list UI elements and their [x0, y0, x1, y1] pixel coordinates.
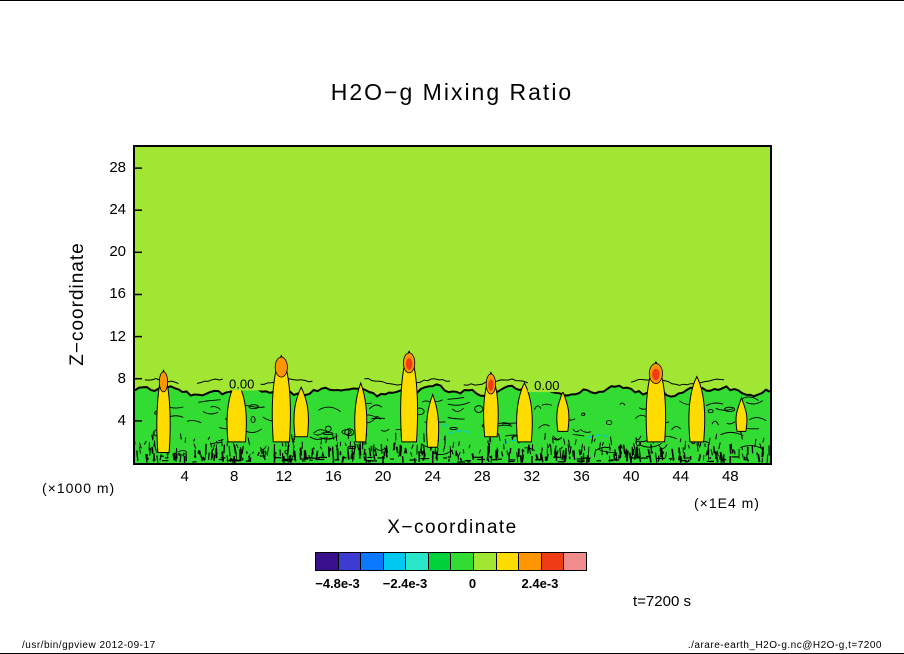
colorbar-tick-label: 0	[468, 576, 477, 591]
contour-label: 0.00	[229, 377, 254, 392]
y-tick-label: 4	[117, 411, 126, 429]
x-tick-label: 36	[573, 468, 590, 485]
colorbar-segment	[428, 553, 452, 570]
x-tick-label: 16	[325, 468, 342, 485]
colorbar-segment	[474, 553, 497, 570]
footer-command: /usr/bin/gpview 2012-09-17	[22, 640, 156, 651]
plume	[293, 386, 309, 438]
colorbar-segment	[451, 553, 475, 570]
colorbar-tick-label: −4.8e-3	[315, 576, 360, 591]
plume	[426, 393, 440, 448]
x-tick-label: 44	[672, 468, 690, 485]
y-tick-label: 20	[109, 243, 126, 261]
plume	[156, 368, 171, 453]
colorbar	[315, 552, 587, 571]
y-tick-label: 16	[109, 285, 126, 303]
y-unit-label: (×1000 m)	[42, 480, 116, 496]
y-tick-label: 12	[109, 327, 126, 345]
colorbar-tick-label: 2.4e-3	[521, 576, 559, 591]
colorbar-segment	[406, 553, 429, 570]
x-tick-label: 48	[721, 468, 739, 485]
tick-marks	[135, 167, 732, 463]
colorbar-segment	[496, 553, 520, 570]
plume	[400, 350, 419, 443]
plume-core-red	[652, 368, 660, 381]
contour-label: 0.00	[534, 378, 559, 393]
plot-canvas: 0.00 0.00	[135, 147, 770, 463]
colorbar-segment	[361, 553, 384, 570]
y-tick-label: 28	[109, 159, 126, 177]
colorbar-segment	[338, 553, 362, 570]
colorbar-segment	[541, 553, 565, 570]
plume-core-orange	[158, 371, 169, 393]
colorbar-segment	[316, 553, 339, 570]
convective-plumes	[156, 350, 748, 453]
plume	[354, 381, 368, 443]
colorbar-segment	[519, 553, 542, 570]
y-tick-label: 24	[109, 201, 126, 219]
time-annotation: t=7200 s	[633, 593, 691, 610]
plume	[645, 360, 667, 443]
x-tick-label: 24	[424, 468, 441, 485]
x-tick-label: 12	[275, 468, 293, 485]
contour-label-mask	[222, 376, 261, 391]
x-tick-label: 40	[622, 468, 640, 485]
chart-title: H2O−g Mixing Ratio	[330, 79, 574, 105]
colorbar-tick-label: −2.4e-3	[382, 576, 428, 591]
colorbar-segment	[383, 553, 407, 570]
x-tick-label: 28	[473, 468, 491, 485]
plume	[516, 381, 533, 443]
plume	[688, 375, 706, 443]
plot-frame: 0.00 0.00	[133, 145, 772, 465]
x-unit-label: (×1E4 m)	[694, 495, 760, 511]
contour-label-mask	[527, 378, 566, 393]
x-tick-label: 20	[374, 468, 392, 485]
x-tick-label: 4	[180, 468, 189, 485]
plume-core-orange	[274, 356, 288, 378]
plume	[271, 354, 291, 443]
footer-file: ./arare-earth_H2O-g.nc@H2O-g,t=7200	[687, 640, 882, 651]
y-axis-label: Z−coordinate	[67, 242, 88, 366]
surface-texture	[135, 430, 770, 463]
colorbar-segment	[564, 553, 586, 570]
plume-core-red	[488, 379, 494, 391]
plume-core-red	[405, 358, 413, 370]
y-tick-label: 8	[117, 369, 126, 387]
x-axis-label: X−coordinate	[387, 517, 518, 538]
x-tick-label: 32	[523, 468, 541, 485]
plume	[735, 396, 748, 432]
x-tick-label: 8	[230, 468, 239, 485]
